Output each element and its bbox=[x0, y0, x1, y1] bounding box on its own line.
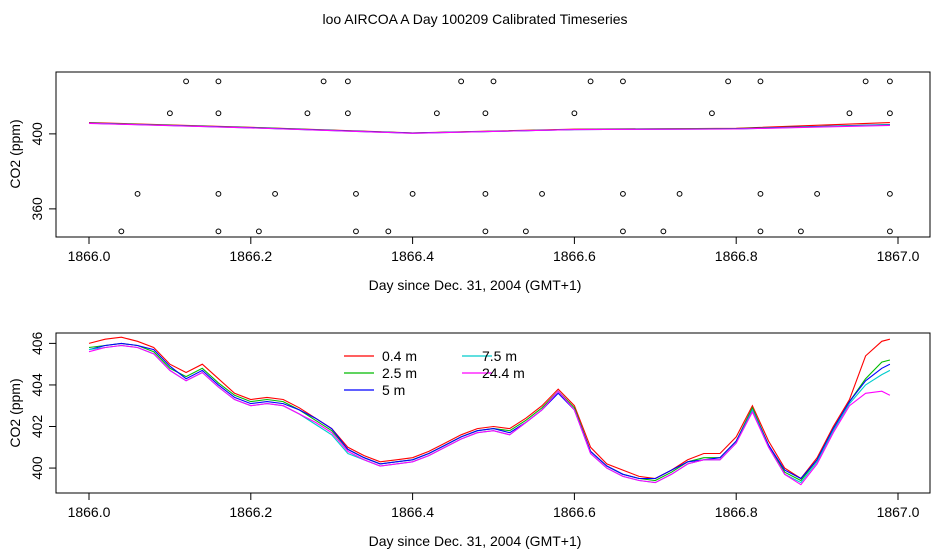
marker-point bbox=[215, 228, 222, 235]
marker-point bbox=[482, 228, 489, 235]
panel-bottom-x-label: Day since Dec. 31, 2004 (GMT+1) bbox=[369, 533, 582, 549]
x-tick-label: 1866.0 bbox=[68, 248, 111, 264]
marker-point bbox=[134, 190, 141, 197]
series-line-24-4-m bbox=[88, 122, 890, 134]
x-tick-label: 1866.8 bbox=[715, 504, 758, 520]
marker-point bbox=[814, 190, 820, 197]
marker-point bbox=[344, 78, 351, 85]
panel-bottom-y-label: CO2 (ppm) bbox=[7, 378, 23, 447]
x-tick-label: 1866.2 bbox=[229, 248, 272, 264]
y-tick-label: 400 bbox=[29, 456, 45, 480]
marker-point bbox=[522, 228, 529, 235]
marker-point bbox=[344, 110, 351, 117]
marker-point bbox=[620, 228, 626, 235]
marker-point bbox=[482, 110, 489, 117]
legend-label: 0.4 m bbox=[382, 348, 417, 364]
y-tick-label: 402 bbox=[29, 415, 45, 439]
marker-point bbox=[215, 110, 222, 117]
x-tick-label: 1866.2 bbox=[229, 504, 272, 520]
panel-top-data bbox=[88, 78, 893, 235]
panel-top: 1866.0 1866.2 1866.4 1866.6 1866.8 1867.0 360… bbox=[7, 71, 931, 293]
marker-point bbox=[539, 190, 545, 197]
marker-point bbox=[385, 228, 392, 235]
marker-point bbox=[798, 228, 804, 235]
x-tick-label: 1866.4 bbox=[391, 504, 434, 520]
marker-point bbox=[482, 190, 489, 197]
panel-top-y-label: CO2 (ppm) bbox=[7, 119, 23, 188]
x-tick-label: 1866.6 bbox=[553, 504, 596, 520]
marker-point bbox=[571, 110, 578, 117]
marker-point bbox=[846, 110, 853, 117]
marker-point bbox=[458, 78, 465, 85]
marker-point bbox=[620, 78, 626, 85]
legend: 0.4 m2.5 m5 m 7.5 m24.4 m bbox=[344, 348, 525, 398]
marker-point bbox=[409, 190, 416, 197]
marker-point bbox=[167, 110, 173, 117]
legend-label: 7.5 m bbox=[482, 348, 517, 364]
panel-bottom-frame bbox=[55, 332, 931, 494]
marker-point bbox=[887, 110, 893, 117]
marker-point bbox=[353, 228, 359, 235]
series-line-0-4-m bbox=[88, 336, 891, 480]
marker-point bbox=[215, 190, 222, 197]
x-tick-label: 1866.0 bbox=[68, 504, 111, 520]
marker-point bbox=[676, 190, 683, 197]
legend-label: 24.4 m bbox=[482, 365, 525, 381]
panel-bottom-y-axis: 400 402 404 406 bbox=[29, 331, 56, 480]
panel-top-x-axis: 1866.0 1866.2 1866.4 1866.6 1866.8 1867.0 bbox=[68, 237, 920, 264]
marker-point bbox=[887, 228, 893, 235]
legend-label: 2.5 m bbox=[382, 365, 417, 381]
panel-top-frame bbox=[55, 71, 931, 238]
marker-point bbox=[587, 78, 594, 85]
panel-bottom-x-axis: 1866.0 1866.2 1866.4 1866.6 1866.8 1867.0 bbox=[68, 493, 920, 520]
marker-point bbox=[320, 78, 327, 85]
series-line-24-4-m bbox=[88, 344, 891, 486]
series-line-5-m bbox=[88, 342, 891, 480]
marker-point bbox=[887, 78, 893, 85]
marker-point bbox=[757, 190, 764, 197]
panel-bottom-data bbox=[88, 336, 891, 486]
marker-point bbox=[620, 190, 626, 197]
x-tick-label: 1867.0 bbox=[877, 248, 920, 264]
y-tick-label: 400 bbox=[29, 122, 45, 146]
marker-point bbox=[709, 110, 715, 117]
figure-title: loo AIRCOA A Day 100209 Calibrated Times… bbox=[322, 11, 627, 27]
panel-bottom: 1866.0 1866.2 1866.4 1866.6 1866.8 1867.0 400… bbox=[7, 331, 931, 549]
marker-point bbox=[272, 190, 278, 197]
marker-point bbox=[433, 110, 440, 117]
marker-point bbox=[887, 190, 893, 197]
marker-point bbox=[304, 110, 311, 117]
legend-label: 5 m bbox=[382, 382, 405, 398]
x-tick-label: 1866.6 bbox=[553, 248, 596, 264]
marker-point bbox=[660, 228, 667, 235]
marker-point bbox=[490, 78, 497, 85]
y-tick-label: 406 bbox=[29, 331, 45, 355]
marker-point bbox=[118, 228, 125, 235]
marker-point bbox=[725, 78, 732, 85]
marker-point bbox=[353, 190, 359, 197]
marker-point bbox=[757, 78, 764, 85]
marker-point bbox=[255, 228, 262, 235]
x-tick-label: 1866.8 bbox=[715, 248, 758, 264]
marker-point bbox=[183, 78, 189, 85]
marker-point bbox=[757, 228, 764, 235]
panel-top-y-axis: 360 400 bbox=[29, 122, 56, 221]
y-tick-label: 404 bbox=[29, 373, 45, 397]
x-tick-label: 1866.4 bbox=[391, 248, 434, 264]
x-tick-label: 1867.0 bbox=[877, 504, 920, 520]
marker-point bbox=[862, 78, 869, 85]
marker-point bbox=[215, 78, 222, 85]
y-tick-label: 360 bbox=[29, 197, 45, 221]
panel-top-x-label: Day since Dec. 31, 2004 (GMT+1) bbox=[369, 277, 582, 293]
